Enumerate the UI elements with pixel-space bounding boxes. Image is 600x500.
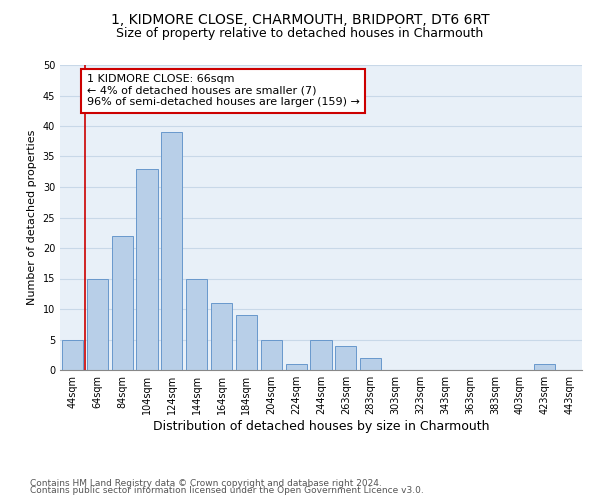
- Y-axis label: Number of detached properties: Number of detached properties: [27, 130, 37, 305]
- Bar: [62, 340, 83, 370]
- Text: 1, KIDMORE CLOSE, CHARMOUTH, BRIDPORT, DT6 6RT: 1, KIDMORE CLOSE, CHARMOUTH, BRIDPORT, D…: [110, 12, 490, 26]
- Bar: [310, 340, 332, 370]
- Bar: [236, 315, 257, 370]
- Bar: [87, 278, 108, 370]
- Bar: [186, 278, 207, 370]
- Bar: [211, 303, 232, 370]
- Bar: [161, 132, 182, 370]
- Bar: [136, 168, 158, 370]
- Text: Contains public sector information licensed under the Open Government Licence v3: Contains public sector information licen…: [30, 486, 424, 495]
- Bar: [261, 340, 282, 370]
- Bar: [112, 236, 133, 370]
- Bar: [286, 364, 307, 370]
- Text: 1 KIDMORE CLOSE: 66sqm
← 4% of detached houses are smaller (7)
96% of semi-detac: 1 KIDMORE CLOSE: 66sqm ← 4% of detached …: [87, 74, 360, 108]
- Text: Size of property relative to detached houses in Charmouth: Size of property relative to detached ho…: [116, 28, 484, 40]
- Text: Contains HM Land Registry data © Crown copyright and database right 2024.: Contains HM Land Registry data © Crown c…: [30, 478, 382, 488]
- Bar: [534, 364, 555, 370]
- Bar: [335, 346, 356, 370]
- X-axis label: Distribution of detached houses by size in Charmouth: Distribution of detached houses by size …: [153, 420, 489, 433]
- Bar: [360, 358, 381, 370]
